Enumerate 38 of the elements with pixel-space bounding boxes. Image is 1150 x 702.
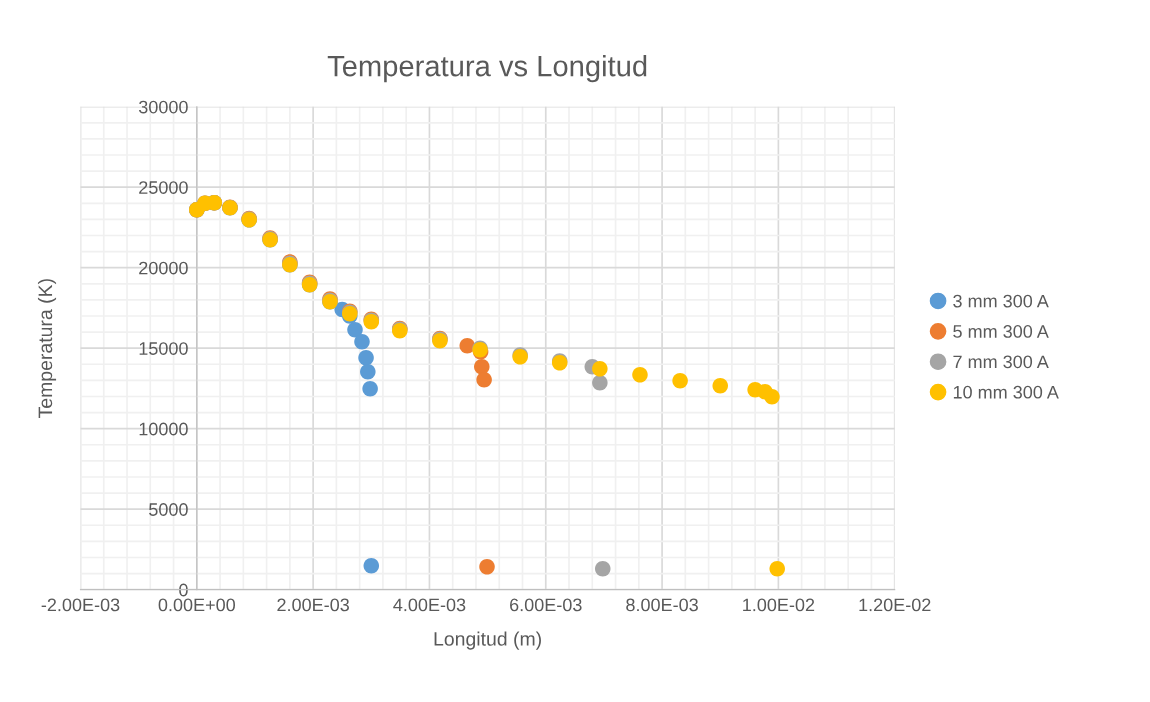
y-tick-label: 10000 xyxy=(139,422,188,436)
point xyxy=(592,375,608,391)
x-tick-label: 1.20E-02 xyxy=(859,598,931,612)
x-axis-title: Longitud (m) xyxy=(434,631,541,650)
point xyxy=(479,558,495,575)
point xyxy=(594,560,611,577)
y-tick-label: 20000 xyxy=(139,261,188,275)
legend-label: 10 mm 300 A xyxy=(953,385,1059,399)
legend-label: 5 mm 300 A xyxy=(953,325,1049,338)
point xyxy=(712,377,728,394)
y-tick-label: 5000 xyxy=(149,503,188,516)
point xyxy=(354,333,370,350)
legend-label: 3 mm 300 A xyxy=(953,294,1049,308)
point xyxy=(476,371,492,388)
x-tick-label: 0.00E+00 xyxy=(158,598,236,612)
x-tick-label: 1.00E-02 xyxy=(743,598,815,612)
point xyxy=(362,381,378,397)
x-tick-label: 8.00E-03 xyxy=(626,598,698,612)
x-tick-label: 4.00E-03 xyxy=(393,598,466,612)
point xyxy=(764,388,780,405)
legend-label: 7 mm 300 A xyxy=(953,355,1049,369)
x-tick-label: 6.00E-03 xyxy=(510,598,582,612)
point xyxy=(347,321,363,338)
x-tick-label: 2.00E-03 xyxy=(277,598,349,612)
point xyxy=(360,363,376,380)
point xyxy=(592,361,608,377)
y-tick-label: 30000 xyxy=(138,100,188,114)
x-tick-label: -2.00E-03 xyxy=(41,598,120,612)
point xyxy=(632,366,648,383)
point xyxy=(672,372,688,389)
point xyxy=(769,560,785,577)
point xyxy=(363,557,380,574)
chart-title: Temperatura vs Longitud xyxy=(327,55,647,83)
point xyxy=(474,358,490,375)
y-tick-label: 15000 xyxy=(139,342,188,355)
point xyxy=(358,350,374,366)
y-tick-label: 25000 xyxy=(139,181,188,194)
y-axis-title: Temperatura (K) xyxy=(37,279,57,418)
